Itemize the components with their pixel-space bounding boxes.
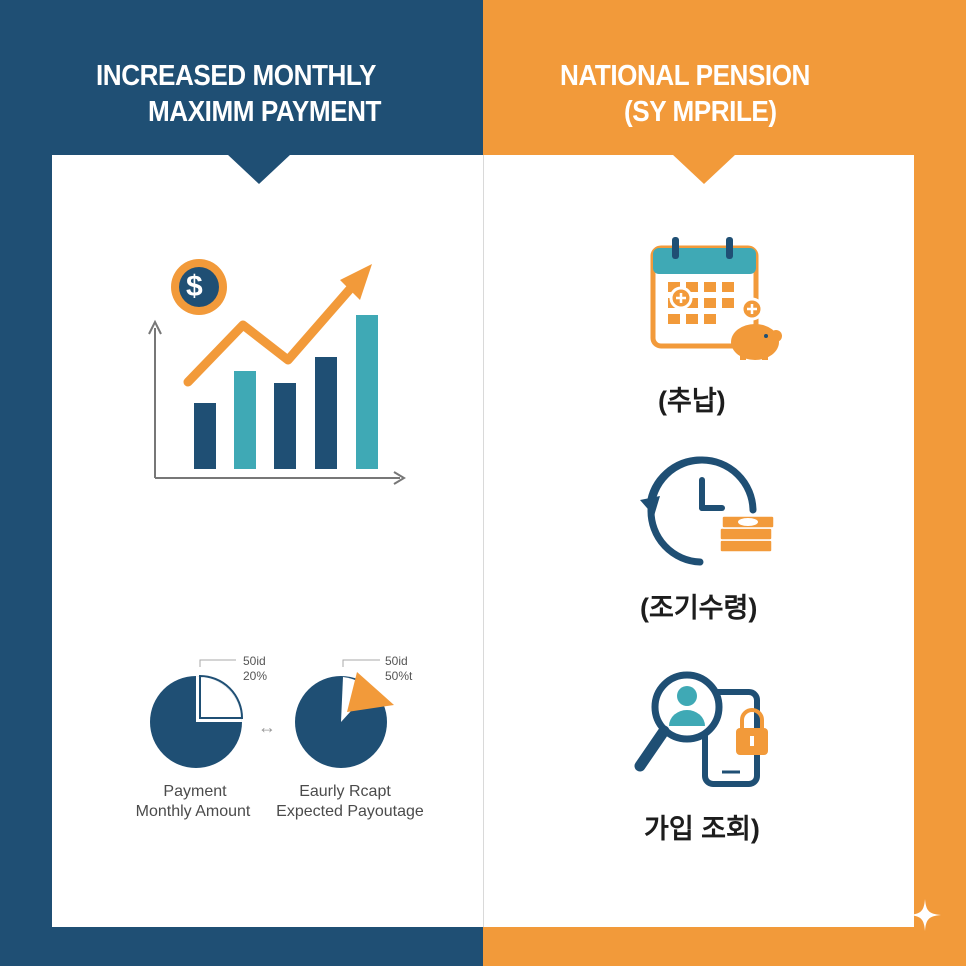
pie-right-callout-2: 50%t <box>385 669 413 683</box>
dollar-sign: $ <box>186 270 203 303</box>
left-card <box>52 155 483 927</box>
pie-left-callout-2: 20% <box>243 669 268 683</box>
compare-arrow-icon: ↔ <box>258 717 276 737</box>
left-title-line1: INCREASED MONTHLY <box>96 60 376 92</box>
pie-left-callout-1: 50id <box>243 654 266 668</box>
right-item-2-label: (조기수령) <box>640 593 758 623</box>
calendar-piggy-bank-icon <box>650 237 782 360</box>
pie-chart-left-icon <box>150 659 244 768</box>
pie-chart-right-icon <box>295 659 394 768</box>
search-user-phone-lock-icon <box>634 671 768 787</box>
bar-chart-upward-trend-icon <box>148 264 406 485</box>
right-card-notch <box>672 154 736 184</box>
right-item-3-label: 가입 조회) <box>644 814 760 844</box>
left-card-notch <box>227 154 291 184</box>
left-title-line2: MAXIMM PAYMENT <box>148 96 381 128</box>
center-divider <box>483 155 484 927</box>
right-title-line1: NATIONAL PENSION <box>560 60 810 92</box>
sparkle-icon <box>909 899 941 931</box>
pie-right-callout-1: 50id <box>385 654 408 668</box>
right-title-line2: (SY MPRILE) <box>624 96 777 128</box>
pie-right-label-1: Eaurly Rcapt <box>299 783 391 800</box>
pie-right-label-2: Expected Payoutage <box>276 803 424 820</box>
clock-money-icon <box>640 456 775 566</box>
pie-left-label-2: Monthly Amount <box>135 803 251 820</box>
right-item-1-label: (추납) <box>658 386 726 416</box>
dollar-coin-icon <box>171 259 227 315</box>
pie-left-label-1: Payment <box>163 783 227 800</box>
